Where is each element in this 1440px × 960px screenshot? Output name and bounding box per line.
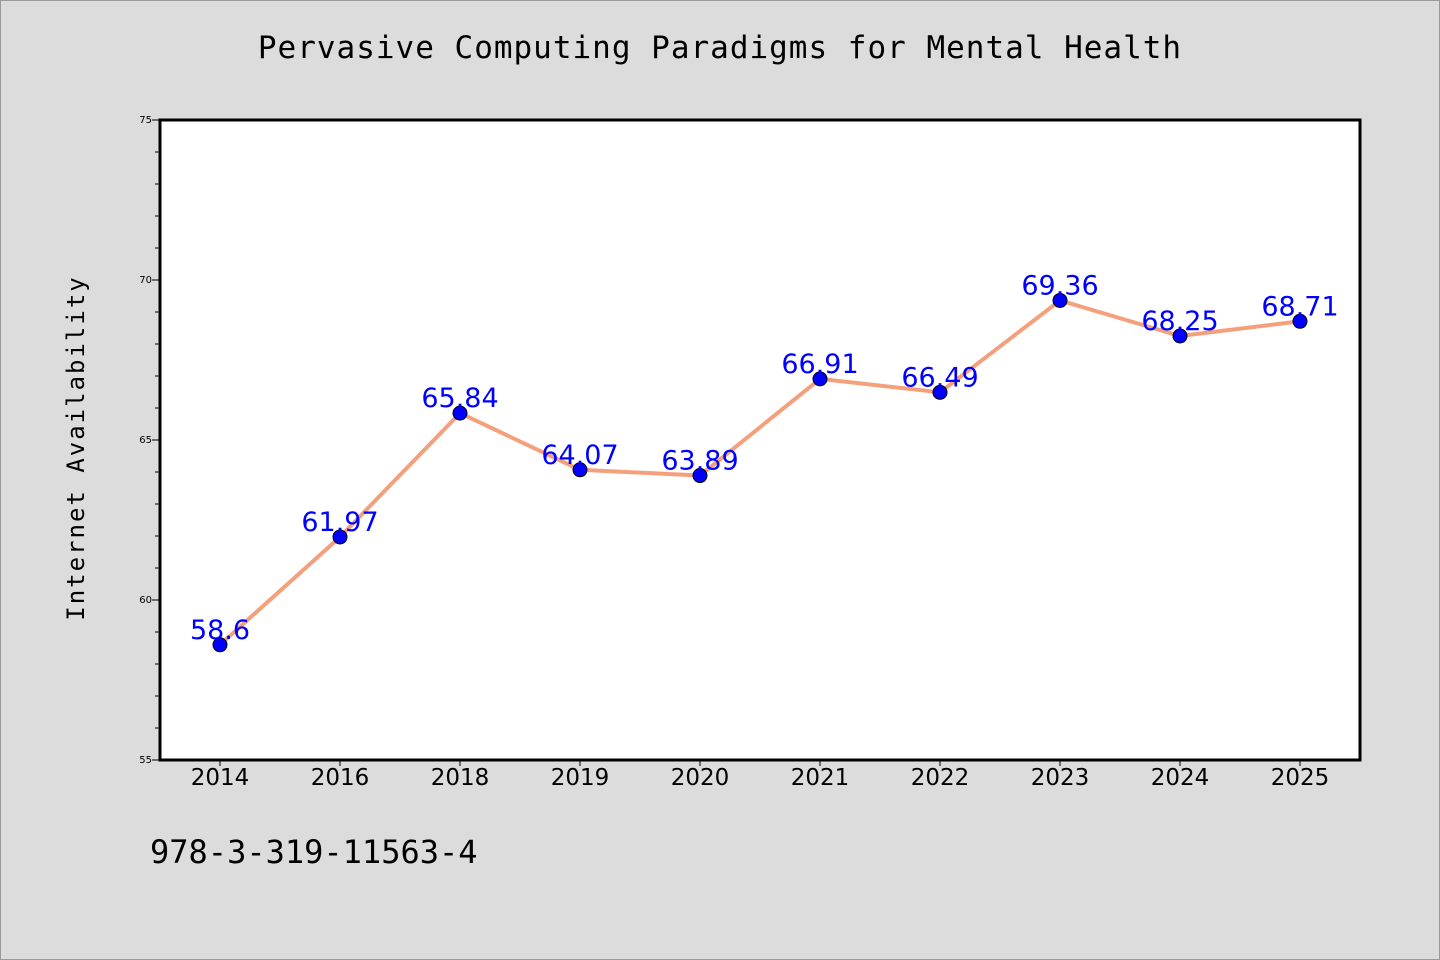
x-tick-label: 2016 <box>311 765 370 791</box>
y-tick-label: 65 <box>139 435 152 446</box>
data-label: 69.36 <box>1021 270 1098 301</box>
data-label: 64.07 <box>541 440 618 471</box>
data-label: 63.89 <box>661 446 738 477</box>
y-tick-label: 55 <box>139 755 152 766</box>
data-label: 68.71 <box>1261 291 1338 322</box>
x-tick-label: 2023 <box>1031 765 1090 791</box>
data-point <box>572 462 588 478</box>
x-tick-label: 2019 <box>551 765 610 791</box>
series-line <box>218 298 1301 647</box>
data-point <box>932 384 948 400</box>
x-tick-label: 2018 <box>431 765 490 791</box>
x-tick-label: 2024 <box>1151 765 1210 791</box>
data-point <box>212 637 228 653</box>
data-point <box>692 468 708 484</box>
x-tick-label: 2025 <box>1271 765 1330 791</box>
x-tick-label: 2014 <box>191 765 250 791</box>
plot-area <box>158 118 1362 762</box>
chart-title: Pervasive Computing Paradigms for Mental… <box>257 30 1183 66</box>
data-label: 65.84 <box>421 383 498 414</box>
data-point <box>452 405 468 421</box>
y-tick-label: 60 <box>139 595 152 606</box>
data-label: 66.91 <box>781 349 858 380</box>
data-label: 61.97 <box>301 507 378 538</box>
x-tick-label: 2021 <box>791 765 850 791</box>
data-label: 58.6 <box>190 615 250 646</box>
data-label: 68.25 <box>1141 306 1218 337</box>
y-tick-label: 70 <box>139 275 152 286</box>
data-label: 66.49 <box>901 362 978 393</box>
data-point <box>332 529 348 545</box>
isbn-footnote: 978-3-319-11563-4 <box>150 833 478 871</box>
x-tick-label: 2022 <box>911 765 970 791</box>
data-point <box>812 371 828 387</box>
data-point <box>1292 313 1308 329</box>
data-point <box>1172 328 1188 344</box>
x-tick-label: 2020 <box>671 765 730 791</box>
y-tick-label: 75 <box>139 115 152 126</box>
data-point <box>1052 292 1068 308</box>
